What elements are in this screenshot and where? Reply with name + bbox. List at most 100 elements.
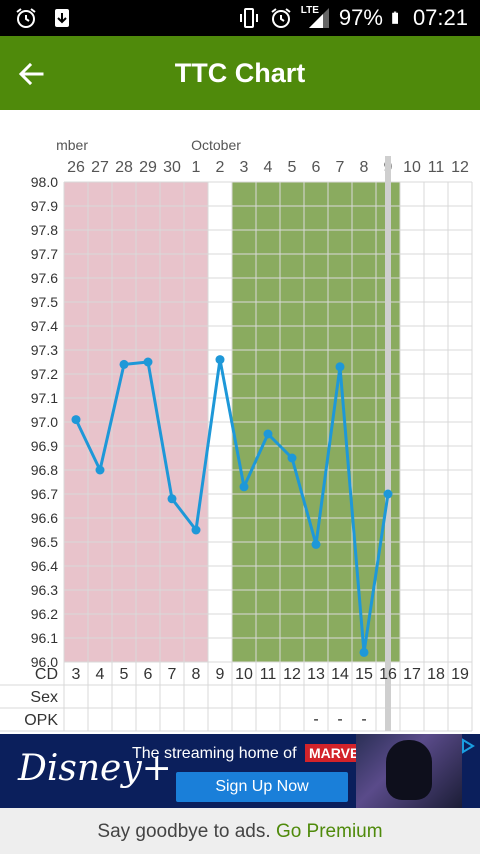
cycle-day-label: 15 <box>355 666 373 683</box>
temperature-point[interactable] <box>383 489 393 499</box>
alarm-icon <box>16 8 36 28</box>
alarm-icon <box>271 8 291 28</box>
vibrate-icon <box>239 8 258 28</box>
y-tick-label: 97.0 <box>31 414 58 430</box>
temperature-point[interactable] <box>263 429 273 439</box>
cycle-day-label: 11 <box>260 666 277 683</box>
download-icon <box>55 9 69 27</box>
y-tick-label: 97.6 <box>31 270 58 286</box>
date-label: 1 <box>192 159 201 176</box>
opk-mark: - <box>361 711 366 728</box>
clock: 07:21 <box>412 5 468 30</box>
temperature-point[interactable] <box>119 359 129 369</box>
date-label: 3 <box>240 159 249 176</box>
y-tick-label: 96.8 <box>31 462 58 478</box>
y-tick-label: 97.8 <box>31 222 58 238</box>
date-label: 4 <box>264 159 273 176</box>
cycle-day-label: 6 <box>144 666 153 683</box>
cycle-day-label: 9 <box>216 666 225 683</box>
date-label: 5 <box>288 159 297 176</box>
today-marker <box>385 156 391 731</box>
date-label: 10 <box>403 159 421 176</box>
opk-mark: - <box>337 711 342 728</box>
date-label: 30 <box>163 159 181 176</box>
battery-icon <box>392 11 398 24</box>
y-tick-label: 97.5 <box>31 294 58 310</box>
row-label-opk: OPK <box>24 712 58 729</box>
cycle-day-label: 4 <box>96 666 105 683</box>
opk-mark: - <box>313 711 318 728</box>
date-label: 11 <box>428 159 445 176</box>
cycle-day-label: 7 <box>168 666 177 683</box>
y-tick-label: 96.4 <box>31 558 58 574</box>
date-label: 27 <box>91 159 109 176</box>
app-bar: TTC Chart <box>0 36 480 110</box>
cycle-day-label: 8 <box>192 666 201 683</box>
y-tick-label: 96.5 <box>31 534 58 550</box>
cycle-day-label: 14 <box>331 666 349 683</box>
cycle-day-label: 18 <box>427 666 445 683</box>
signal-icon <box>308 8 329 28</box>
temperature-point[interactable] <box>167 494 177 504</box>
status-bar: LTE 97% 07:21 <box>0 0 480 36</box>
cycle-day-label: 16 <box>379 666 397 683</box>
y-tick-label: 98.0 <box>31 174 58 190</box>
temperature-point[interactable] <box>71 415 81 425</box>
back-arrow-icon[interactable] <box>16 59 46 89</box>
temperature-point[interactable] <box>359 647 369 657</box>
temperature-point[interactable] <box>239 482 249 492</box>
y-tick-label: 96.7 <box>31 486 58 502</box>
y-tick-label: 96.3 <box>31 582 58 598</box>
go-premium-link[interactable]: Go Premium <box>275 821 383 842</box>
date-label: 12 <box>451 159 469 176</box>
ad-headline-text: The streaming home of <box>132 745 297 762</box>
month-label: mber <box>56 137 88 153</box>
date-label: 28 <box>115 159 133 176</box>
temperature-point[interactable] <box>311 539 321 549</box>
cycle-day-label: 13 <box>307 666 325 683</box>
row-label-cd: CD <box>35 666 58 683</box>
y-tick-label: 96.0 <box>31 654 58 670</box>
temperature-point[interactable] <box>335 362 345 372</box>
ad-banner[interactable]: Disney+ The streaming home of MARVEL Sig… <box>0 734 480 808</box>
y-tick-label: 96.2 <box>31 606 58 622</box>
y-tick-label: 97.3 <box>31 342 58 358</box>
cycle-day-label: 10 <box>235 666 253 683</box>
ad-signup-button[interactable]: Sign Up Now <box>176 772 348 802</box>
temperature-point[interactable] <box>95 465 105 475</box>
ad-image <box>356 734 462 808</box>
temperature-point[interactable] <box>143 357 153 367</box>
temperature-chart-svg[interactable]: 98.0 97.9 97.8 97.7 97.6 97.5 97.4 97.3 97.2 97.1… <box>0 110 480 734</box>
page-title: TTC Chart <box>174 58 306 88</box>
date-label: 6 <box>312 159 321 176</box>
temperature-point[interactable] <box>287 453 297 463</box>
cycle-day-label: 12 <box>283 666 301 683</box>
date-label: 8 <box>360 159 369 176</box>
y-tick-label: 97.4 <box>31 318 58 334</box>
cycle-day-label: 3 <box>72 666 81 683</box>
ad-headline: The streaming home of MARVEL <box>132 744 372 763</box>
y-tick-label: 96.9 <box>31 438 58 454</box>
ad-choices-icon[interactable] <box>460 738 476 754</box>
date-label: 7 <box>336 159 345 176</box>
date-label: 2 <box>216 159 225 176</box>
temperature-point[interactable] <box>191 525 201 535</box>
cycle-day-label: 5 <box>120 666 129 683</box>
ttc-chart[interactable]: 98.0 97.9 97.8 97.7 97.6 97.5 97.4 97.3 97.2 97.1… <box>0 110 480 734</box>
y-tick-label: 97.7 <box>31 246 58 262</box>
cycle-day-label: 17 <box>403 666 421 683</box>
cycle-day-label: 19 <box>451 666 469 683</box>
month-label: October <box>191 137 241 153</box>
date-label: 29 <box>139 159 157 176</box>
network-label: LTE <box>300 5 319 16</box>
ad-logo: Disney+ <box>18 748 172 789</box>
premium-text: Say goodbye to ads. <box>97 821 271 842</box>
y-tick-label: 96.6 <box>31 510 58 526</box>
y-tick-label: 97.1 <box>31 390 58 406</box>
y-tick-label: 96.1 <box>31 630 58 646</box>
y-tick-label: 97.2 <box>31 366 58 382</box>
premium-bar: Say goodbye to ads. Go Premium <box>0 808 480 854</box>
y-tick-label: 97.9 <box>31 198 58 214</box>
temperature-point[interactable] <box>215 355 225 365</box>
ad-brand-badge: MARVEL <box>304 744 372 762</box>
